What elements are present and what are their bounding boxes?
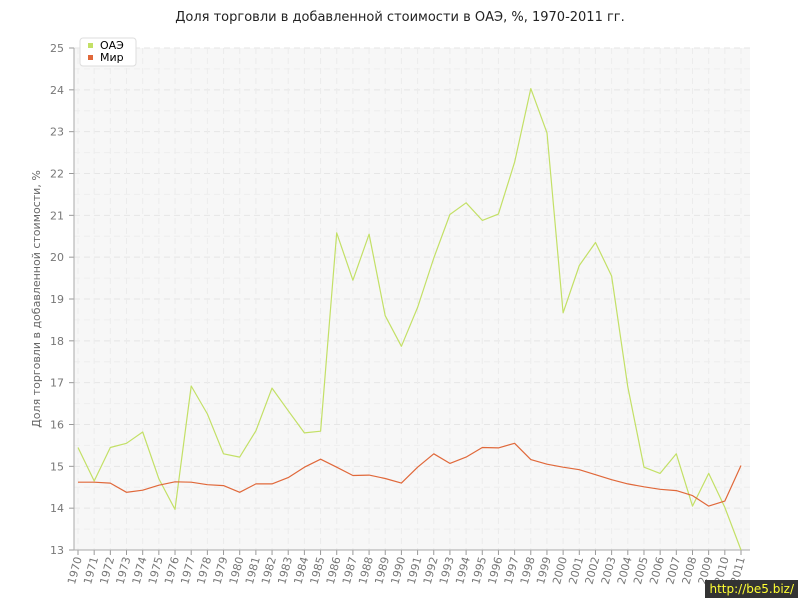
chart-title: Доля торговли в добавленной стоимости в …	[175, 10, 625, 25]
grid	[74, 47, 750, 550]
legend-swatch	[88, 43, 93, 48]
legend-label: Мир	[100, 51, 124, 64]
legend-label: ОАЭ	[100, 39, 124, 52]
y-tick-label: 19	[50, 293, 64, 306]
y-axis-label: Доля торговли в добавленной стоимости, %	[30, 170, 43, 428]
y-tick-label: 25	[50, 42, 64, 55]
y-tick-label: 17	[50, 377, 64, 390]
series-line-1	[77, 87, 742, 551]
y-tick-label: 15	[50, 460, 64, 473]
legend-box	[79, 37, 137, 67]
y-tick-label: 20	[50, 251, 64, 264]
legend-swatch	[88, 55, 93, 60]
y-tick-label: 24	[50, 84, 64, 97]
series-line-2	[78, 442, 742, 507]
y-tick-label: 16	[50, 419, 64, 432]
series-layer	[77, 87, 742, 551]
y-tick-label: 22	[50, 168, 64, 181]
y-tick-label: 14	[50, 502, 64, 515]
y-tick-label: 18	[50, 335, 64, 348]
y-tick-label: 21	[50, 209, 64, 222]
watermark-link[interactable]: http://be5.biz/	[705, 580, 798, 598]
y-tick-label: 13	[50, 544, 64, 557]
y-tick-label: 23	[50, 126, 64, 139]
